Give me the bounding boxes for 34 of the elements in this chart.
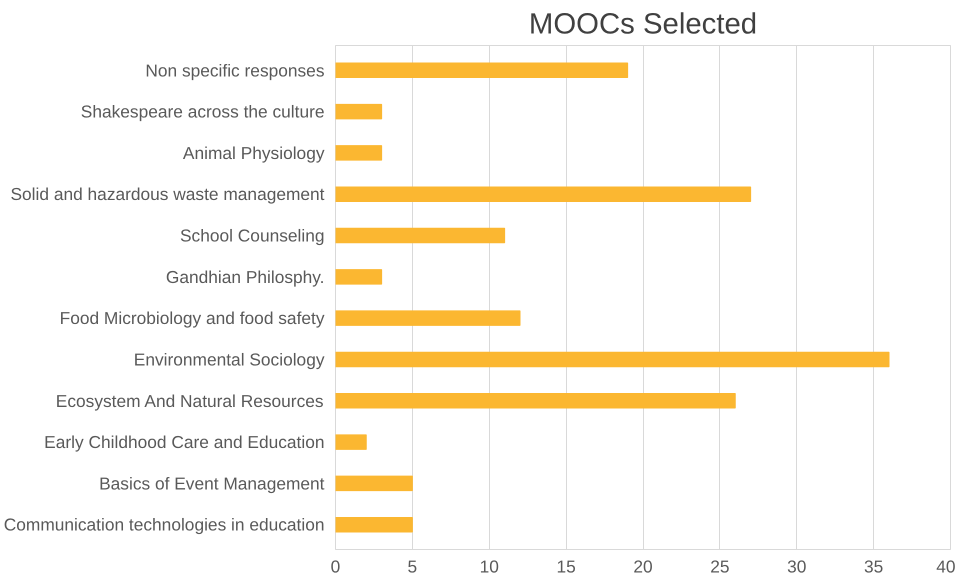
x-tick-label: 30 [787,556,806,576]
y-tick-label: Solid and hazardous waste management [10,184,325,204]
x-tick-label: 20 [633,556,653,576]
x-tick-label: 25 [710,556,730,576]
bar [336,186,752,202]
y-tick-label: Basics of Event Management [99,473,325,494]
y-tick-label: Food Microbiology and food safety [60,308,325,328]
chart-title: MOOCs Selected [528,8,758,40]
y-tick-label: Communication technologies in education [4,514,324,535]
x-tick-label: 5 [408,556,418,576]
bar [336,476,413,492]
y-tick-label: Non specific responses [145,60,325,80]
bar [336,516,413,532]
bar [336,62,628,78]
bar [336,145,382,161]
bar [336,310,520,326]
y-tick-label: Gandhian Philosphy. [166,266,325,287]
bar [336,269,382,285]
bar [336,434,367,450]
y-tick-label: Animal Physiology [182,142,325,163]
x-tick-label: 35 [864,556,884,576]
y-tick-label: Ecosystem And Natural Resources [56,390,324,411]
y-tick-label: Shakespeare across the culture [80,102,325,122]
bar [336,104,382,120]
x-tick-label: 10 [480,556,499,576]
bar [336,228,506,244]
y-tick-label: Environmental Sociology [134,349,325,370]
y-tick-label: Early Childhood Care and Education [44,432,325,452]
x-tick-label: 40 [936,556,956,576]
y-tick-label: School Counseling [180,226,325,246]
x-tick-label: 0 [330,556,340,576]
bar [336,352,890,368]
bar [336,393,736,409]
x-tick-label: 15 [556,556,576,576]
